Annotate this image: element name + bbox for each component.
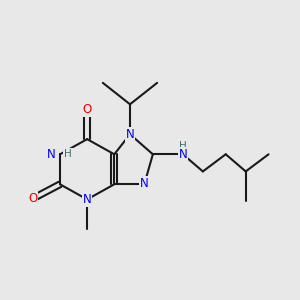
Text: H: H (64, 149, 72, 159)
Text: H: H (179, 141, 187, 151)
Text: N: N (47, 148, 56, 161)
Text: O: O (28, 192, 38, 205)
Text: N: N (83, 193, 92, 206)
Text: N: N (140, 177, 149, 190)
Text: O: O (82, 103, 92, 116)
Text: N: N (126, 128, 134, 141)
Text: N: N (178, 148, 187, 161)
